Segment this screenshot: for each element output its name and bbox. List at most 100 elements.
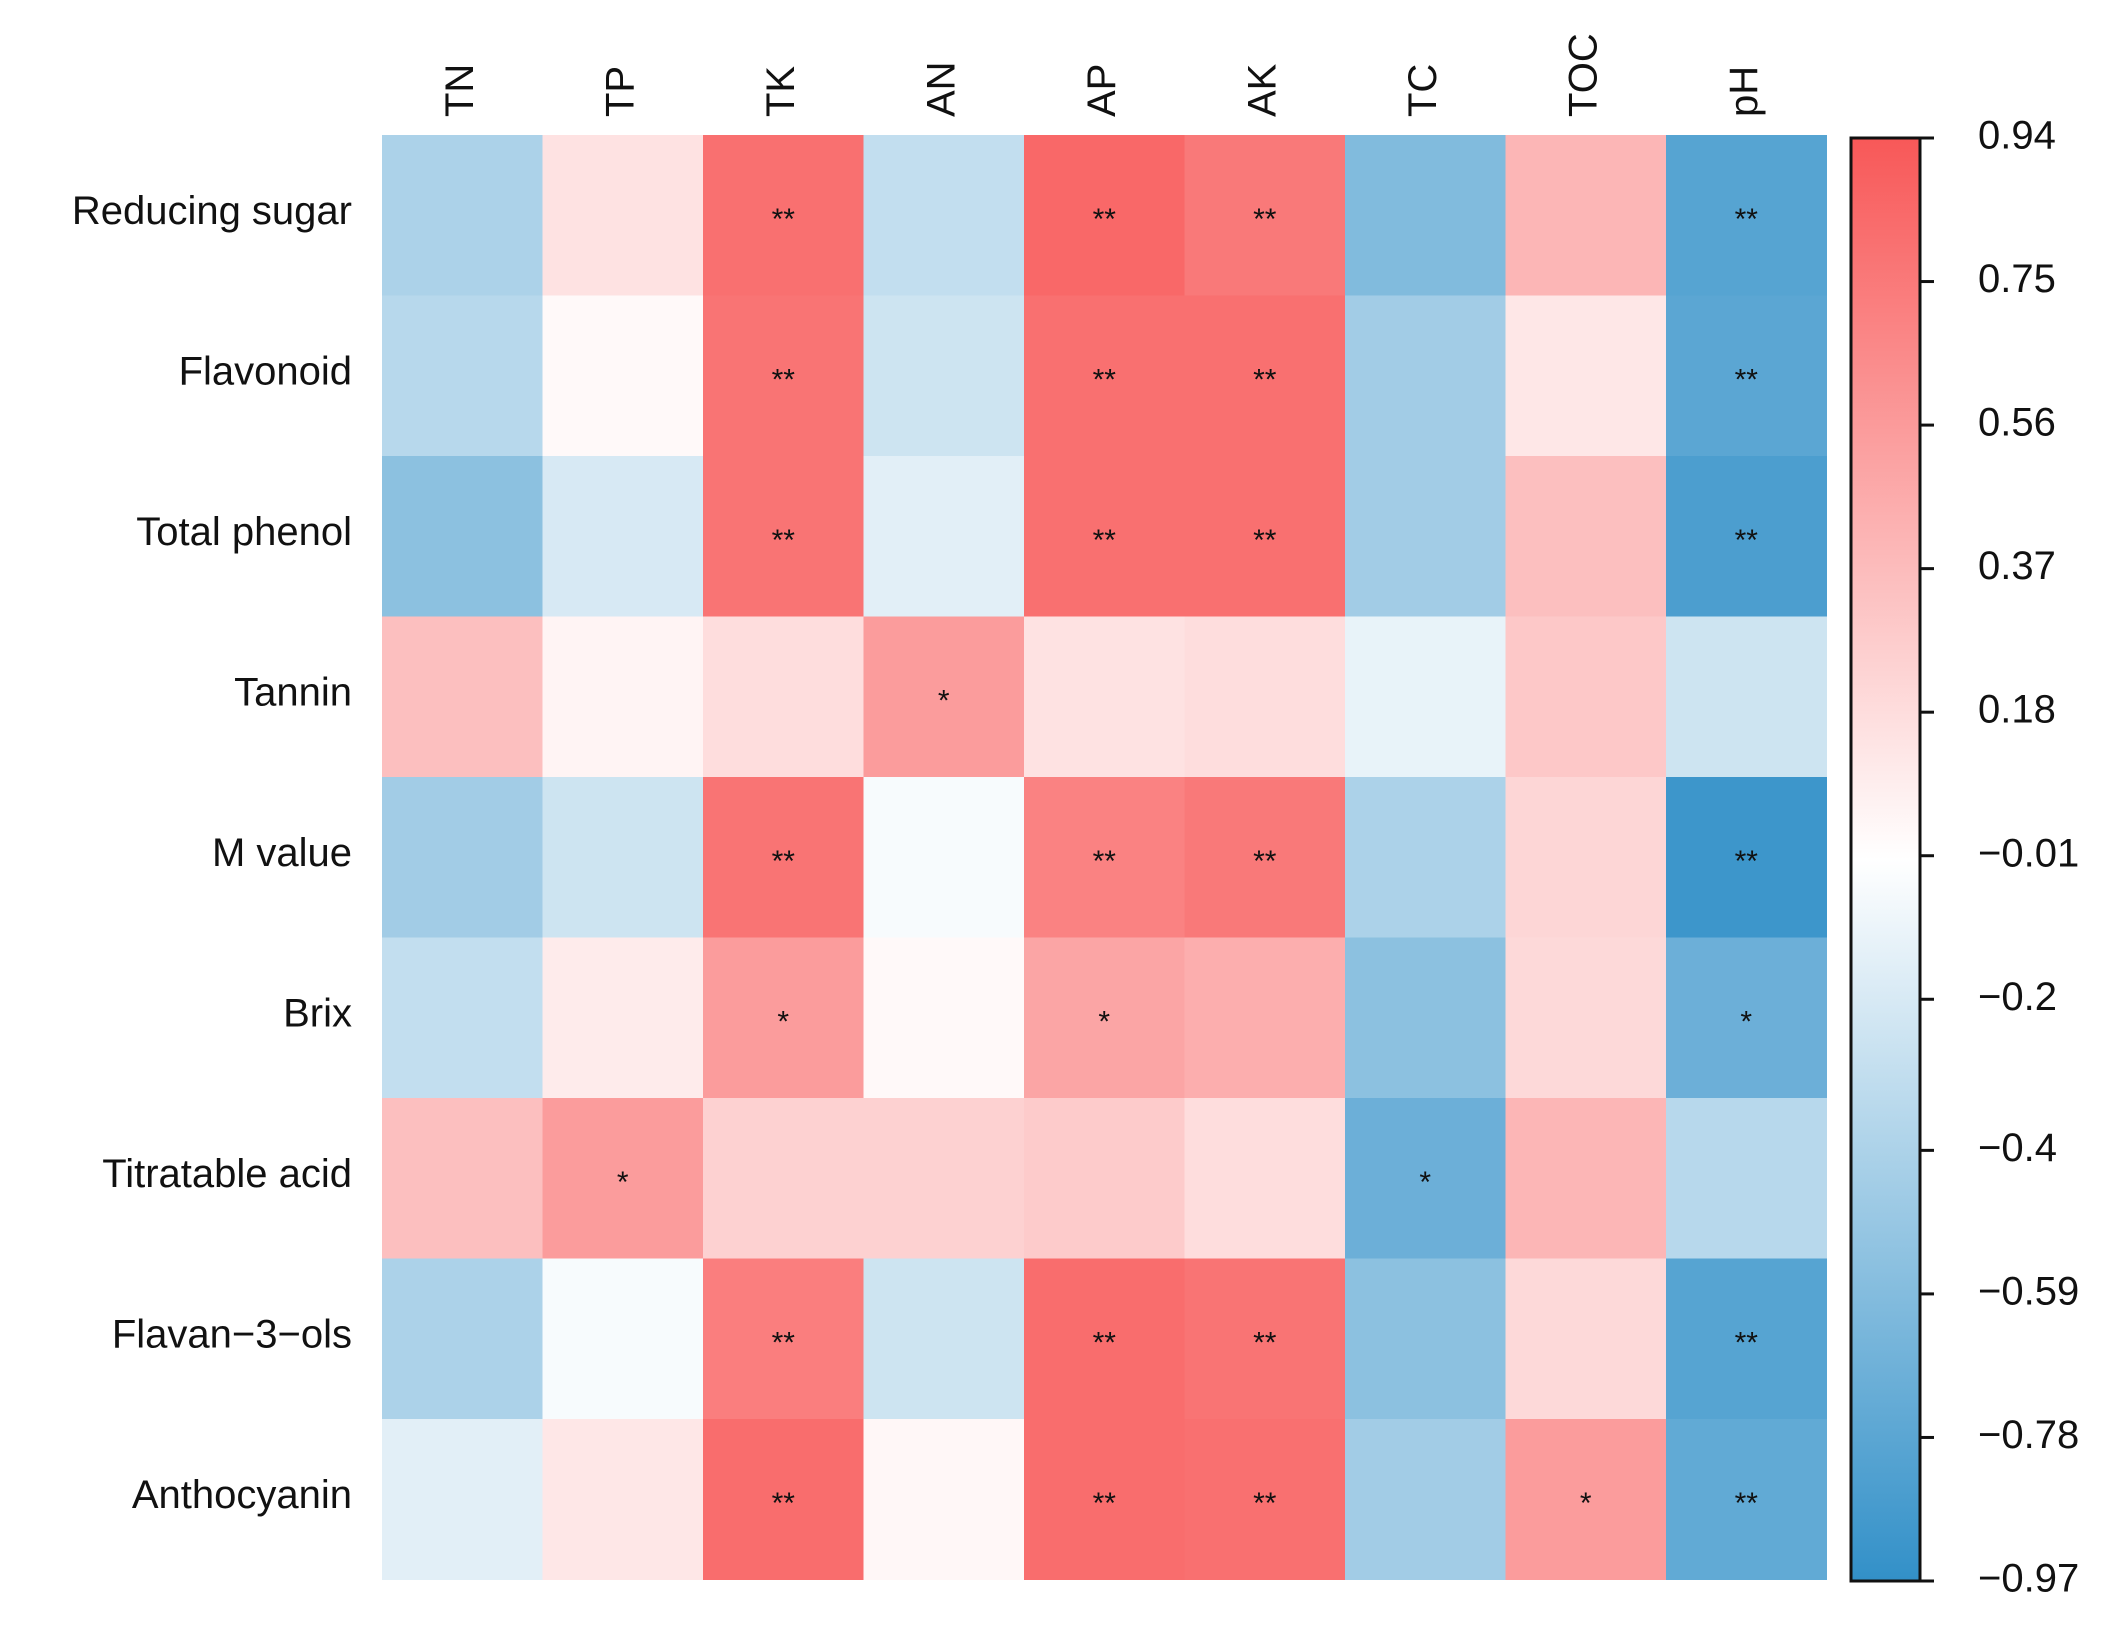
significance-mark: ** (1735, 845, 1759, 878)
heatmap-cell (1345, 616, 1506, 778)
heatmap-cell (1505, 1419, 1667, 1580)
colorbar-tick-label: −0.59 (1978, 1269, 2079, 1313)
colorbar-tick-label: −0.4 (1978, 1126, 2057, 1170)
colorbar-tick-label: 0.75 (1978, 257, 2056, 301)
heatmap-cell (863, 937, 1025, 1099)
column-label: TP (598, 66, 642, 117)
heatmap-cell (382, 1098, 543, 1259)
significance-mark: ** (1093, 845, 1117, 878)
heatmap-cell (863, 135, 1025, 296)
heatmap-cell (1024, 616, 1185, 778)
heatmap-cell (382, 1258, 543, 1420)
row-label: Anthocyanin (132, 1473, 352, 1517)
colorbar-tick-label: 0.37 (1978, 544, 2056, 588)
significance-mark: ** (772, 845, 796, 878)
heatmap-cell (703, 295, 864, 457)
colorbar-tick-label: 0.94 (1978, 114, 2056, 158)
heatmap-cell (382, 616, 543, 778)
heatmap-cell (1184, 777, 1346, 938)
heatmap-cell (863, 1258, 1025, 1420)
heatmap-cell (703, 456, 864, 617)
heatmap-cell (1505, 1258, 1667, 1420)
heatmap-cell (1024, 1419, 1185, 1580)
significance-mark: * (1740, 1006, 1752, 1039)
heatmap-cell (1024, 1098, 1185, 1259)
heatmap-cell (1666, 777, 1827, 938)
significance-mark: ** (772, 364, 796, 397)
significance-mark: ** (1093, 364, 1117, 397)
row-label: Reducing sugar (72, 189, 352, 233)
column-label: TOC (1561, 33, 1605, 117)
heatmap-cell (1505, 135, 1667, 296)
heatmap-cell (382, 295, 543, 457)
heatmap-cell (542, 135, 704, 296)
heatmap-cell (1345, 1098, 1506, 1259)
heatmap-cell (1184, 616, 1346, 778)
significance-mark: * (1098, 1006, 1110, 1039)
significance-mark: ** (1735, 203, 1759, 236)
significance-mark: ** (1093, 203, 1117, 236)
significance-mark: ** (1253, 203, 1277, 236)
significance-mark: ** (1253, 1327, 1277, 1360)
heatmap-cell (703, 1098, 864, 1259)
column-label: TK (759, 66, 803, 117)
heatmap-cell (1345, 1419, 1506, 1580)
heatmap-cell (863, 295, 1025, 457)
column-label: pH (1722, 66, 1766, 117)
heatmap-cell (1505, 295, 1667, 457)
significance-mark: ** (772, 1487, 796, 1520)
significance-mark: * (1580, 1487, 1592, 1520)
row-label: M value (212, 831, 352, 875)
heatmap-cell (1505, 937, 1667, 1099)
colorbar-tick-label: −0.78 (1978, 1413, 2079, 1457)
row-label: Total phenol (136, 510, 352, 554)
row-label: Brix (283, 991, 352, 1035)
heatmap-cell (1024, 937, 1185, 1099)
heatmap-cell (1345, 135, 1506, 296)
heatmap-cell (1666, 1419, 1827, 1580)
heatmap-cell (382, 1419, 543, 1580)
heatmap-cell (1505, 777, 1667, 938)
row-label: Titratable acid (102, 1152, 352, 1196)
heatmap-cell (1024, 1258, 1185, 1420)
colorbar (1849, 136, 1922, 1583)
heatmap-cell (1345, 937, 1506, 1099)
significance-mark: ** (772, 1327, 796, 1360)
heatmap-cell (1184, 295, 1346, 457)
heatmap-cell (1666, 135, 1827, 296)
heatmap-cell (1345, 777, 1506, 938)
colorbar-tick-label: 0.56 (1978, 401, 2056, 445)
heatmap-cell (1666, 1258, 1827, 1420)
significance-mark: * (777, 1006, 789, 1039)
significance-mark: ** (772, 524, 796, 557)
heatmap-cell (1666, 295, 1827, 457)
row-label: Flavan−3−ols (112, 1312, 352, 1356)
heatmap-cell (1666, 456, 1827, 617)
heatmap-cell (1024, 777, 1185, 938)
heatmap-cell (542, 777, 704, 938)
significance-mark: * (1419, 1166, 1431, 1199)
colorbar-tick-label: −0.2 (1978, 975, 2057, 1019)
heatmap-cell (863, 456, 1025, 617)
heatmap-cell (1184, 1258, 1346, 1420)
heatmap-cell (1666, 616, 1827, 778)
heatmap-cell (1505, 1098, 1667, 1259)
heatmap-cell (1184, 1419, 1346, 1580)
significance-mark: ** (1735, 524, 1759, 557)
heatmap-cell (703, 135, 864, 296)
heatmap-cell (1024, 456, 1185, 617)
column-label: TC (1401, 64, 1445, 117)
heatmap-cell (382, 456, 543, 617)
heatmap-cell (863, 616, 1025, 778)
heatmap-cell (1505, 616, 1667, 778)
heatmap-cell (382, 777, 543, 938)
significance-mark: ** (1093, 524, 1117, 557)
heatmap-cell (703, 777, 864, 938)
significance-mark: ** (1093, 1487, 1117, 1520)
heatmap-cell (703, 937, 864, 1099)
heatmap-cell (1184, 1098, 1346, 1259)
heatmap-cell (542, 1098, 704, 1259)
heatmap-cell (1666, 1098, 1827, 1259)
heatmap-cell (1505, 456, 1667, 617)
